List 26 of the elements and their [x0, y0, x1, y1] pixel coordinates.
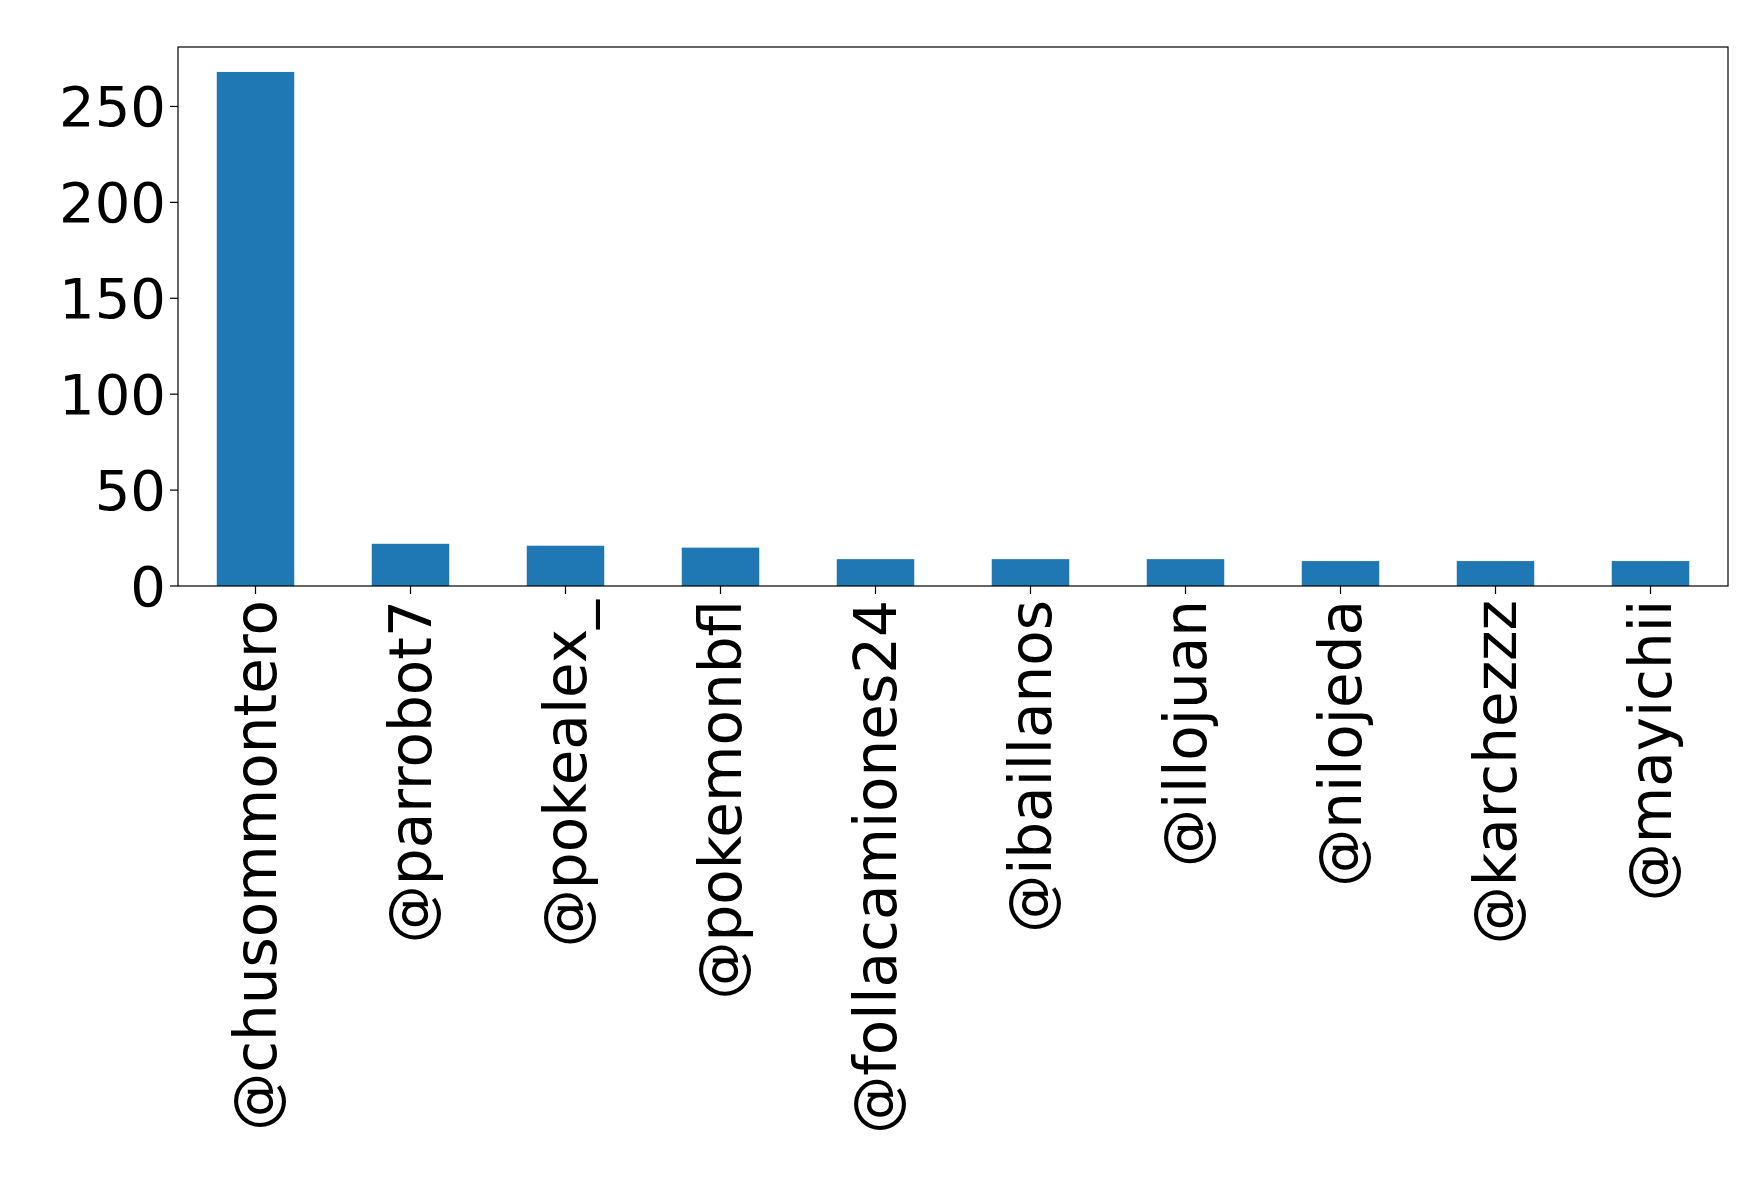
x-tick-label: @follacamiones24 [841, 600, 910, 1134]
x-tick-label: @karchezzz [1461, 600, 1530, 945]
x-tick-label: @nilojeda [1306, 600, 1375, 887]
y-tick-label: 150 [59, 265, 166, 331]
y-tick-label: 50 [94, 457, 166, 523]
bar [991, 559, 1070, 586]
bar [371, 543, 450, 586]
bar [1611, 561, 1690, 586]
bar [1301, 561, 1380, 586]
bar [1456, 561, 1535, 586]
y-tick-label: 0 [130, 553, 166, 619]
bar [681, 547, 760, 586]
x-tick-label: @chusommontero [221, 600, 290, 1131]
y-tick-label: 200 [59, 169, 166, 235]
x-tick-label: @parrobot7 [376, 600, 445, 944]
x-tick-label: @ibaillanos [996, 600, 1065, 933]
bar [1146, 559, 1225, 586]
bar [526, 545, 605, 586]
bar [216, 71, 295, 586]
x-tick-label: @illojuan [1151, 600, 1220, 868]
x-tick-label: @pokemonbfl [686, 600, 755, 1000]
bar [836, 559, 915, 586]
x-tick-label: @mayichii [1616, 600, 1685, 902]
y-tick-label: 250 [59, 74, 166, 140]
y-tick-label: 100 [59, 361, 166, 427]
x-tick-label: @pokealex_ [531, 599, 600, 948]
